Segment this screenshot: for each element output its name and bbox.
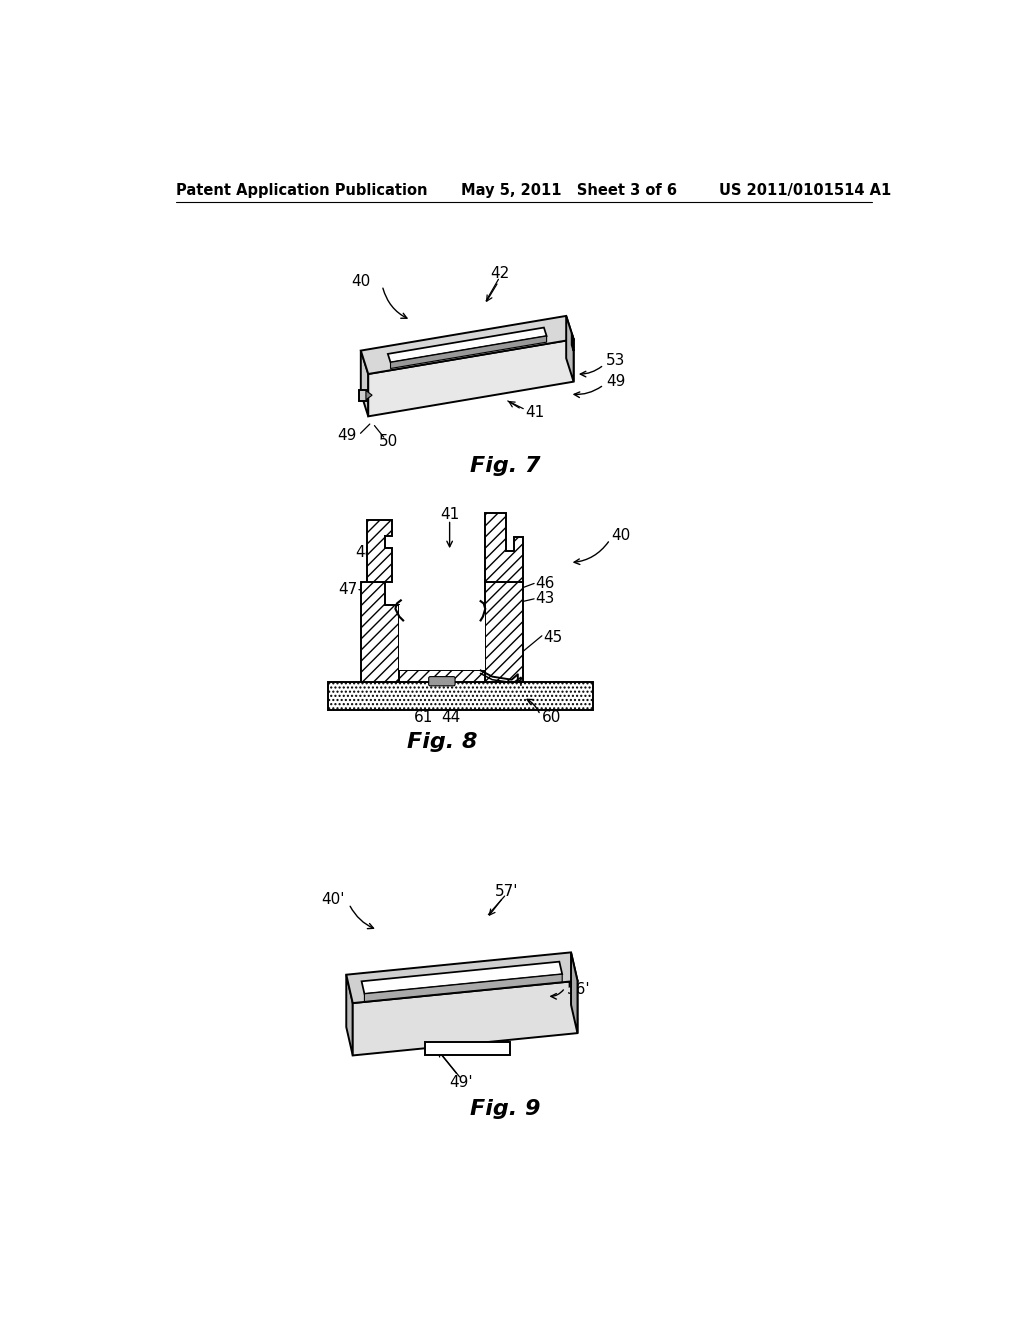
Text: 42: 42	[490, 267, 510, 281]
Text: 49: 49	[337, 428, 356, 444]
Text: Fig. 8: Fig. 8	[407, 733, 477, 752]
Polygon shape	[571, 952, 578, 1034]
Polygon shape	[366, 391, 372, 400]
Polygon shape	[484, 512, 523, 582]
Bar	[399, 605, 484, 671]
Text: 49: 49	[606, 374, 626, 389]
Text: 47: 47	[338, 582, 357, 597]
Text: Patent Application Publication: Patent Application Publication	[176, 183, 428, 198]
Polygon shape	[359, 389, 369, 400]
Text: 61: 61	[415, 710, 434, 725]
FancyBboxPatch shape	[429, 677, 455, 686]
Polygon shape	[328, 682, 593, 710]
Text: 43: 43	[536, 591, 555, 606]
Text: US 2011/0101514 A1: US 2011/0101514 A1	[719, 183, 891, 198]
Text: 41: 41	[440, 507, 459, 521]
Polygon shape	[346, 952, 578, 1003]
Polygon shape	[352, 981, 578, 1056]
Polygon shape	[484, 582, 523, 682]
Text: May 5, 2011   Sheet 3 of 6: May 5, 2011 Sheet 3 of 6	[461, 183, 677, 198]
Polygon shape	[425, 1041, 510, 1056]
Polygon shape	[361, 962, 562, 994]
Polygon shape	[369, 339, 573, 416]
Text: 56': 56'	[566, 982, 590, 998]
Polygon shape	[399, 671, 484, 682]
Polygon shape	[367, 520, 391, 582]
Polygon shape	[571, 334, 573, 351]
Text: Fig. 9: Fig. 9	[470, 1098, 541, 1118]
Text: 53: 53	[606, 352, 626, 368]
Text: 41: 41	[524, 405, 544, 420]
Text: 50: 50	[379, 434, 398, 449]
Polygon shape	[388, 327, 547, 363]
Polygon shape	[346, 974, 352, 1056]
Text: 57': 57'	[495, 884, 518, 899]
Polygon shape	[390, 337, 547, 368]
Polygon shape	[360, 351, 369, 416]
Text: 48: 48	[355, 545, 375, 560]
Polygon shape	[360, 582, 399, 682]
Text: 45: 45	[544, 630, 562, 645]
Polygon shape	[360, 315, 573, 374]
Text: 40': 40'	[322, 891, 345, 907]
Text: 60: 60	[542, 710, 561, 725]
Text: 40: 40	[351, 275, 371, 289]
Text: 44: 44	[440, 710, 460, 725]
Text: 40: 40	[611, 528, 631, 544]
Text: Fig. 7: Fig. 7	[470, 457, 541, 477]
Text: 46: 46	[536, 576, 555, 591]
Polygon shape	[566, 315, 573, 381]
Text: 49': 49'	[450, 1074, 473, 1090]
Polygon shape	[365, 974, 562, 1002]
